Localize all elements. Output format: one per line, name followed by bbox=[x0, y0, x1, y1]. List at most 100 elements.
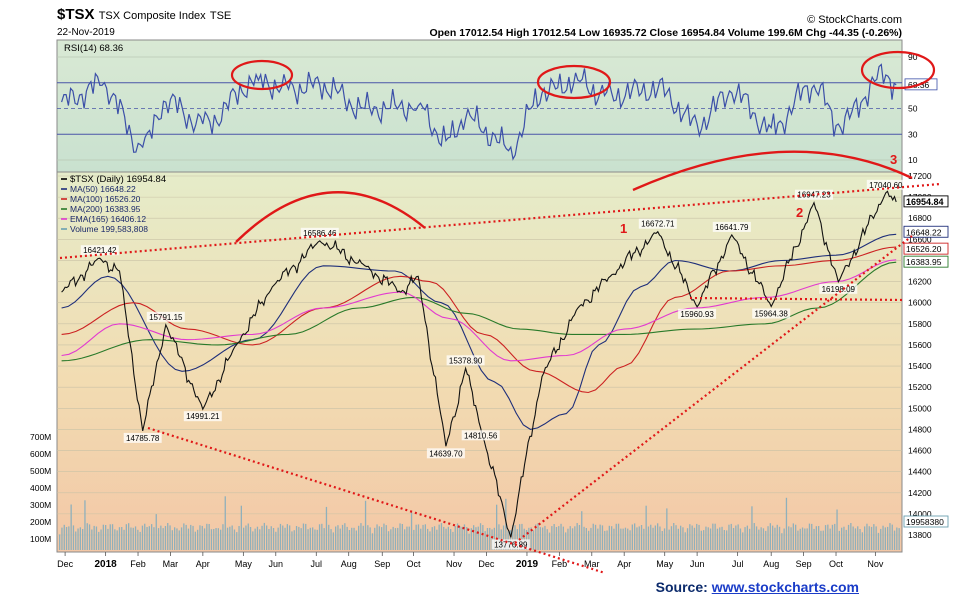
volume-bar bbox=[847, 524, 850, 550]
volume-bar bbox=[321, 523, 323, 550]
volume-bar bbox=[537, 523, 539, 550]
volume-bar bbox=[841, 527, 843, 550]
volume-bar bbox=[157, 528, 160, 550]
volume-bar bbox=[482, 525, 484, 550]
price-callout: 16641.79 bbox=[715, 223, 749, 232]
x-tick-label: Mar bbox=[163, 559, 179, 569]
volume-bar bbox=[387, 531, 390, 550]
volume-bar bbox=[804, 528, 806, 550]
volume-bar bbox=[620, 528, 622, 550]
volume-bar bbox=[203, 528, 206, 550]
volume-bar bbox=[799, 528, 801, 550]
volume-bar bbox=[164, 526, 167, 550]
source-prefix: Source: bbox=[655, 579, 708, 595]
volume-bar bbox=[815, 526, 817, 550]
volume-bar bbox=[367, 525, 369, 550]
source-link[interactable]: www.stockcharts.com bbox=[711, 579, 859, 595]
rsi-tick-label: 10 bbox=[908, 155, 918, 165]
volume-bar bbox=[818, 526, 820, 550]
volume-bar bbox=[286, 524, 288, 550]
volume-bar bbox=[238, 526, 240, 550]
rsi-panel bbox=[56, 39, 903, 173]
price-callout: 13776.89 bbox=[494, 540, 528, 549]
volume-bar bbox=[742, 532, 744, 550]
volume-bar bbox=[753, 523, 755, 550]
volume-bar bbox=[261, 525, 263, 550]
x-tick-label: 2019 bbox=[516, 559, 539, 570]
volume-bar bbox=[565, 532, 567, 550]
volume-bar bbox=[348, 530, 351, 550]
volume-bar bbox=[272, 528, 275, 550]
legend-entry: MA(200) 16383.95 bbox=[70, 204, 141, 214]
price-callout: 16198.09 bbox=[822, 285, 856, 294]
price-callout-bg bbox=[638, 218, 677, 229]
volume-bar bbox=[438, 524, 440, 550]
volume-bar bbox=[229, 526, 231, 550]
volume-bar bbox=[778, 526, 781, 550]
volume-bar bbox=[256, 526, 259, 550]
x-tick-label: Jul bbox=[311, 559, 323, 569]
volume-bar bbox=[130, 527, 132, 550]
quote-line: Open 17012.54 High 17012.54 Low 16935.72… bbox=[429, 27, 902, 39]
price-callout-bg bbox=[678, 308, 717, 319]
volume-bar bbox=[427, 528, 429, 550]
volume-bar bbox=[201, 525, 203, 550]
price-callout: 14810.56 bbox=[464, 431, 498, 440]
volume-bar bbox=[187, 528, 190, 550]
price-tick-label: 13800 bbox=[908, 530, 932, 540]
volume-bar bbox=[654, 525, 656, 550]
volume-bar bbox=[640, 525, 643, 550]
volume-bar bbox=[245, 525, 247, 550]
volume-bar bbox=[277, 527, 279, 550]
x-tick-label: Jul bbox=[732, 559, 744, 569]
volume-bar bbox=[381, 527, 383, 550]
volume-bar bbox=[456, 523, 459, 550]
volume-bar bbox=[801, 527, 804, 550]
rsi-tick-label: 50 bbox=[908, 104, 918, 114]
volume-bar bbox=[551, 526, 553, 550]
x-tick-label: Nov bbox=[446, 559, 463, 569]
volume-bar bbox=[597, 528, 599, 550]
rsi-highlight-ellipse bbox=[230, 59, 294, 91]
volume-bar bbox=[898, 528, 900, 550]
volume-bar bbox=[291, 531, 293, 550]
volume-bar bbox=[726, 530, 728, 550]
support-line bbox=[689, 296, 906, 302]
volume-bar bbox=[141, 525, 144, 550]
ma-line-ma100 bbox=[61, 246, 897, 394]
volume-bar bbox=[224, 496, 226, 550]
legend-entry: Volume 199,583,808 bbox=[70, 224, 148, 234]
volume-bar bbox=[339, 528, 341, 550]
ma-line-ma200 bbox=[61, 261, 897, 362]
volume-bar bbox=[178, 530, 180, 550]
volume-bar bbox=[279, 523, 282, 550]
volume-bar bbox=[749, 528, 751, 550]
price-callout: 16672.71 bbox=[641, 220, 675, 229]
volume-bar bbox=[581, 511, 583, 550]
volume-bar bbox=[84, 500, 86, 550]
x-tick-label: Mar bbox=[584, 559, 600, 569]
volume-bar bbox=[162, 528, 164, 550]
volume-bar bbox=[693, 527, 696, 550]
volume-bar bbox=[341, 524, 344, 550]
volume-bar bbox=[268, 529, 270, 550]
volume-tick-label: 100M bbox=[30, 534, 51, 544]
price-callout-bg bbox=[146, 311, 185, 322]
volume-bar bbox=[344, 523, 346, 550]
volume-bar bbox=[528, 527, 530, 550]
volume-bar bbox=[615, 523, 617, 550]
volume-bar bbox=[167, 523, 169, 550]
volume-bar bbox=[652, 527, 654, 550]
volume-bar bbox=[744, 527, 746, 550]
volume-bar bbox=[208, 524, 210, 550]
volume-bar bbox=[362, 525, 364, 550]
volume-bar bbox=[795, 524, 797, 550]
volume-bar bbox=[714, 523, 716, 550]
volume-bar bbox=[121, 527, 123, 550]
x-tick-label: May bbox=[235, 559, 253, 569]
volume-bar bbox=[86, 523, 88, 550]
volume-bar bbox=[413, 529, 415, 550]
price-tick-label: 14200 bbox=[908, 488, 932, 498]
volume-bar bbox=[622, 528, 624, 550]
x-tick-label: 2018 bbox=[94, 559, 117, 570]
